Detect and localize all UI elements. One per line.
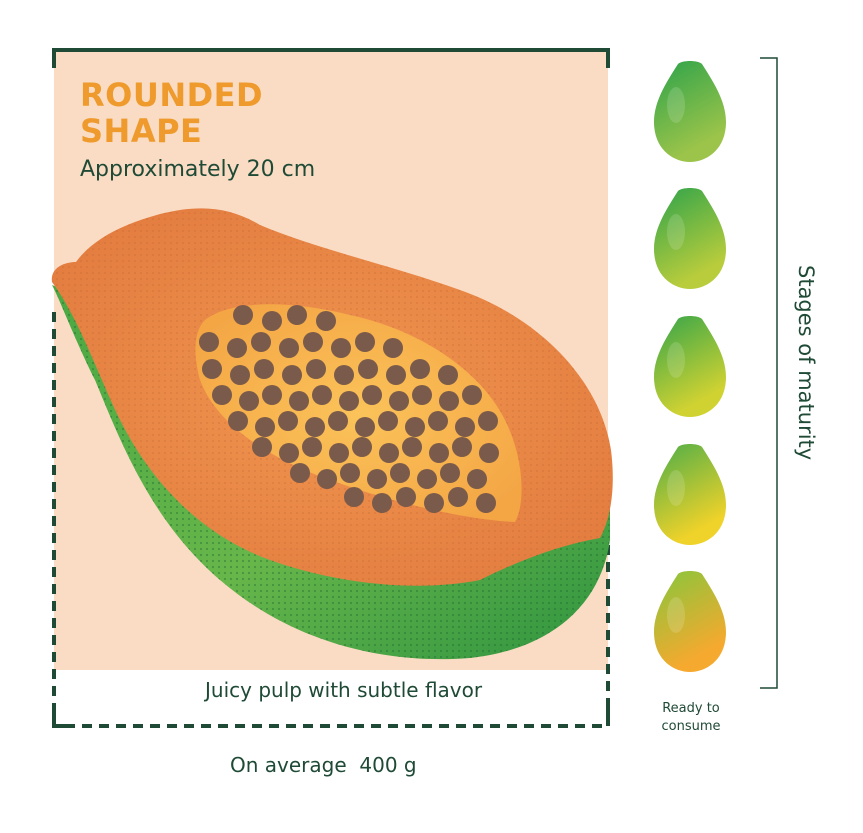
seed: [429, 443, 449, 463]
seed: [262, 385, 282, 405]
seed: [378, 411, 398, 431]
seed: [303, 332, 323, 352]
maturity-label: Stages of maturity: [794, 265, 818, 461]
ready-to-consume-label: Ready to consume: [648, 700, 734, 736]
seed: [282, 365, 302, 385]
seed: [467, 469, 487, 489]
seed: [372, 493, 392, 513]
seed: [289, 391, 309, 411]
seed: [329, 443, 349, 463]
seed: [278, 411, 298, 431]
seed: [230, 365, 250, 385]
seed: [452, 437, 472, 457]
seed: [405, 417, 425, 437]
seed: [428, 411, 448, 431]
seed: [317, 469, 337, 489]
seed: [279, 443, 299, 463]
papaya-highlight: [667, 597, 685, 633]
seed: [328, 411, 348, 431]
seed: [476, 493, 496, 513]
papaya-highlight: [667, 342, 685, 378]
seed: [239, 391, 259, 411]
seed: [212, 385, 232, 405]
seed: [383, 338, 403, 358]
seed: [199, 332, 219, 352]
maturity-stages: [654, 61, 726, 672]
seed: [355, 332, 375, 352]
seed: [424, 493, 444, 513]
seed: [402, 437, 422, 457]
seed: [305, 417, 325, 437]
seed: [358, 359, 378, 379]
seed: [287, 305, 307, 325]
seed: [227, 338, 247, 358]
papaya-icon: [654, 61, 726, 162]
seed: [334, 365, 354, 385]
seed: [302, 437, 322, 457]
seed: [439, 391, 459, 411]
seed: [448, 487, 468, 507]
shape-title-line2: SHAPE: [80, 112, 203, 150]
papaya-highlight: [667, 87, 685, 123]
papaya-highlight: [667, 214, 685, 250]
seed: [344, 487, 364, 507]
ready-line2: consume: [661, 719, 721, 734]
papaya-half-illustration: [51, 208, 613, 660]
seed: [262, 311, 282, 331]
seed: [462, 385, 482, 405]
seed: [331, 338, 351, 358]
seed: [367, 469, 387, 489]
papaya-icon: [654, 444, 726, 545]
weight-label: On average 400 g: [230, 753, 417, 777]
seed: [386, 365, 406, 385]
seed: [455, 417, 475, 437]
papaya-icon: [654, 188, 726, 289]
seed: [316, 311, 336, 331]
shape-title: ROUNDED SHAPE: [80, 77, 263, 149]
pulp-cavity: [195, 304, 522, 522]
ready-line1: Ready to: [662, 701, 720, 716]
seed: [362, 385, 382, 405]
shape-title-line1: ROUNDED: [80, 76, 264, 114]
size-label: Approximately 20 cm: [80, 157, 316, 182]
seed: [340, 463, 360, 483]
seed: [479, 443, 499, 463]
seed: [290, 463, 310, 483]
seed: [339, 391, 359, 411]
seed: [417, 469, 437, 489]
seed: [254, 359, 274, 379]
seed: [438, 365, 458, 385]
papaya-icon: [654, 316, 726, 417]
seed: [390, 463, 410, 483]
seed: [306, 359, 326, 379]
seed: [478, 411, 498, 431]
papaya-icon: [654, 571, 726, 672]
seed: [233, 305, 253, 325]
papaya-highlight: [667, 470, 685, 506]
seed: [352, 437, 372, 457]
seed: [228, 411, 248, 431]
seed: [279, 338, 299, 358]
seed: [312, 385, 332, 405]
seed: [412, 385, 432, 405]
dimension-frame: [52, 48, 610, 728]
pulp-label: Juicy pulp with subtle flavor: [205, 678, 483, 702]
seed: [389, 391, 409, 411]
seed: [355, 417, 375, 437]
seed: [255, 417, 275, 437]
seed: [202, 359, 222, 379]
maturity-bracket: [760, 57, 778, 689]
seed: [440, 463, 460, 483]
seed: [410, 359, 430, 379]
seed: [251, 332, 271, 352]
seed: [379, 443, 399, 463]
maturity-label-wrap: Stages of maturity: [790, 265, 820, 485]
seed-cluster: [199, 305, 499, 513]
seed: [252, 437, 272, 457]
seed: [396, 487, 416, 507]
